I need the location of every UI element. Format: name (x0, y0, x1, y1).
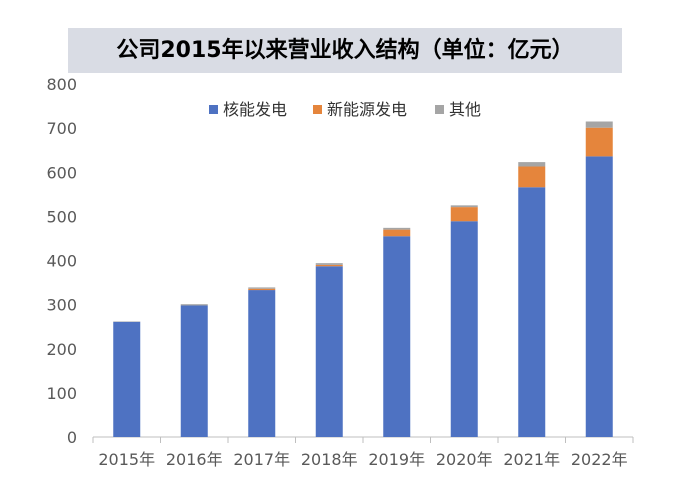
y-tick-label: 600 (46, 163, 77, 182)
bar-segment (383, 236, 411, 437)
bar-segment (585, 127, 613, 157)
legend-swatch (313, 105, 322, 114)
bar-segment (383, 229, 411, 237)
legend-swatch (435, 105, 444, 114)
bar-segment (113, 321, 141, 437)
legend-label: 其他 (449, 100, 481, 119)
bar-segment (383, 227, 411, 230)
bar-segment (450, 207, 478, 222)
chart-title: 公司2015年以来营业收入结构（单位：亿元） (116, 38, 574, 63)
x-tick-label: 2015年 (98, 450, 155, 469)
bar-segment (518, 187, 546, 437)
y-tick-label: 200 (46, 340, 77, 359)
bar-segment (315, 266, 343, 437)
x-axis: 2015年 2016年 2017年 2018年 2019年 2020年 2021年 2022年 (92, 436, 634, 469)
bar-segment (585, 156, 613, 438)
bar-segment (518, 166, 546, 188)
bar-segment (450, 205, 478, 208)
bar-segment (585, 121, 613, 128)
chart-title-bar: 公司2015年以来营业收入结构（单位：亿元） (68, 28, 622, 73)
bar-segment (315, 263, 343, 265)
y-tick-label: 400 (46, 252, 77, 271)
y-tick-label: 700 (46, 119, 77, 138)
bar-segment (248, 287, 276, 289)
y-tick-label: 500 (46, 207, 77, 226)
y-axis: 0 100 200 300 400 500 600 700 800 (46, 75, 77, 447)
x-tick-label: 2017年 (233, 450, 290, 469)
x-tick-label: 2018年 (301, 450, 358, 469)
x-tick-label: 2019年 (368, 450, 425, 469)
bar-segment (180, 304, 208, 306)
y-tick-label: 0 (67, 428, 77, 447)
x-tick-label: 2016年 (166, 450, 223, 469)
y-tick-label: 300 (46, 296, 77, 315)
legend-label: 新能源发电 (327, 100, 407, 119)
bar-group (113, 121, 613, 438)
bar-segment (450, 221, 478, 437)
legend-label: 核能发电 (223, 100, 287, 119)
bar-segment (315, 264, 343, 267)
bar-segment (248, 290, 276, 437)
legend: 核能发电 新能源发电 其他 (209, 100, 481, 119)
x-tick-label: 2020年 (436, 450, 493, 469)
bar-segment (518, 162, 546, 167)
x-tick-label: 2022年 (571, 450, 628, 469)
bar-segment (248, 288, 276, 291)
bar-segment (180, 305, 208, 437)
legend-swatch (209, 105, 218, 114)
x-tick-label: 2021年 (503, 450, 560, 469)
y-tick-label: 800 (46, 75, 77, 94)
y-tick-label: 100 (46, 384, 77, 403)
